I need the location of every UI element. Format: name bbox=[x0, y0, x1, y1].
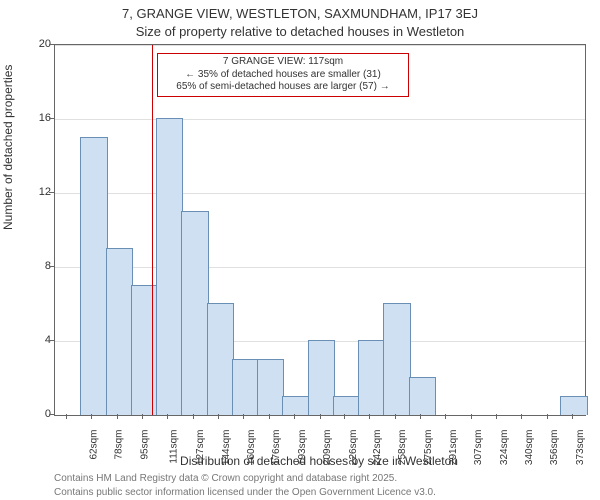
histogram-bar bbox=[282, 396, 309, 416]
histogram-bar bbox=[80, 137, 107, 416]
x-tick bbox=[572, 414, 573, 419]
grid-line bbox=[55, 267, 585, 268]
histogram-bar bbox=[131, 285, 158, 416]
annotation-line3: 65% of semi-detached houses are larger (… bbox=[162, 81, 404, 94]
x-tick bbox=[269, 414, 270, 419]
histogram-bar bbox=[106, 248, 133, 416]
chart-container: 7, GRANGE VIEW, WESTLETON, SAXMUNDHAM, I… bbox=[0, 0, 600, 500]
x-tick bbox=[218, 414, 219, 419]
histogram-bar bbox=[257, 359, 284, 416]
histogram-bar bbox=[560, 396, 587, 416]
x-tick bbox=[471, 414, 472, 419]
annotation-line1: 7 GRANGE VIEW: 117sqm bbox=[162, 56, 404, 69]
x-tick bbox=[243, 414, 244, 419]
x-tick bbox=[91, 414, 92, 419]
grid-line bbox=[55, 119, 585, 120]
y-tick bbox=[49, 118, 54, 119]
plot-area: 7 GRANGE VIEW: 117sqm← 35% of detached h… bbox=[54, 44, 586, 416]
y-tick bbox=[49, 44, 54, 45]
x-tick bbox=[142, 414, 143, 419]
y-tick bbox=[49, 340, 54, 341]
x-tick bbox=[344, 414, 345, 419]
annotation-box: 7 GRANGE VIEW: 117sqm← 35% of detached h… bbox=[157, 53, 409, 97]
footer-attribution-1: Contains HM Land Registry data © Crown c… bbox=[54, 473, 397, 484]
histogram-bar bbox=[383, 303, 410, 415]
x-tick bbox=[496, 414, 497, 419]
x-tick bbox=[547, 414, 548, 419]
x-tick bbox=[369, 414, 370, 419]
histogram-bar bbox=[333, 396, 360, 416]
chart-title-line2: Size of property relative to detached ho… bbox=[0, 24, 600, 39]
property-marker-line bbox=[152, 45, 153, 415]
x-tick bbox=[445, 414, 446, 419]
y-axis-label: Number of detached properties bbox=[1, 65, 15, 230]
x-tick bbox=[395, 414, 396, 419]
chart-title-line1: 7, GRANGE VIEW, WESTLETON, SAXMUNDHAM, I… bbox=[0, 6, 600, 21]
x-tick bbox=[294, 414, 295, 419]
x-tick bbox=[117, 414, 118, 419]
y-tick bbox=[49, 266, 54, 267]
histogram-bar bbox=[181, 211, 208, 416]
grid-line bbox=[55, 193, 585, 194]
y-tick bbox=[49, 414, 54, 415]
histogram-bar bbox=[207, 303, 234, 415]
x-tick bbox=[66, 414, 67, 419]
histogram-bar bbox=[409, 377, 436, 415]
x-tick bbox=[521, 414, 522, 419]
x-tick bbox=[193, 414, 194, 419]
x-tick bbox=[320, 414, 321, 419]
histogram-bar bbox=[308, 340, 335, 415]
histogram-bar bbox=[232, 359, 259, 416]
histogram-bar bbox=[156, 118, 183, 415]
grid-line bbox=[55, 45, 585, 46]
x-tick bbox=[167, 414, 168, 419]
y-tick bbox=[49, 192, 54, 193]
x-axis-label: Distribution of detached houses by size … bbox=[54, 454, 584, 468]
annotation-line2: ← 35% of detached houses are smaller (31… bbox=[162, 69, 404, 82]
x-tick bbox=[420, 414, 421, 419]
footer-attribution-2: Contains public sector information licen… bbox=[54, 487, 436, 498]
histogram-bar bbox=[358, 340, 385, 415]
